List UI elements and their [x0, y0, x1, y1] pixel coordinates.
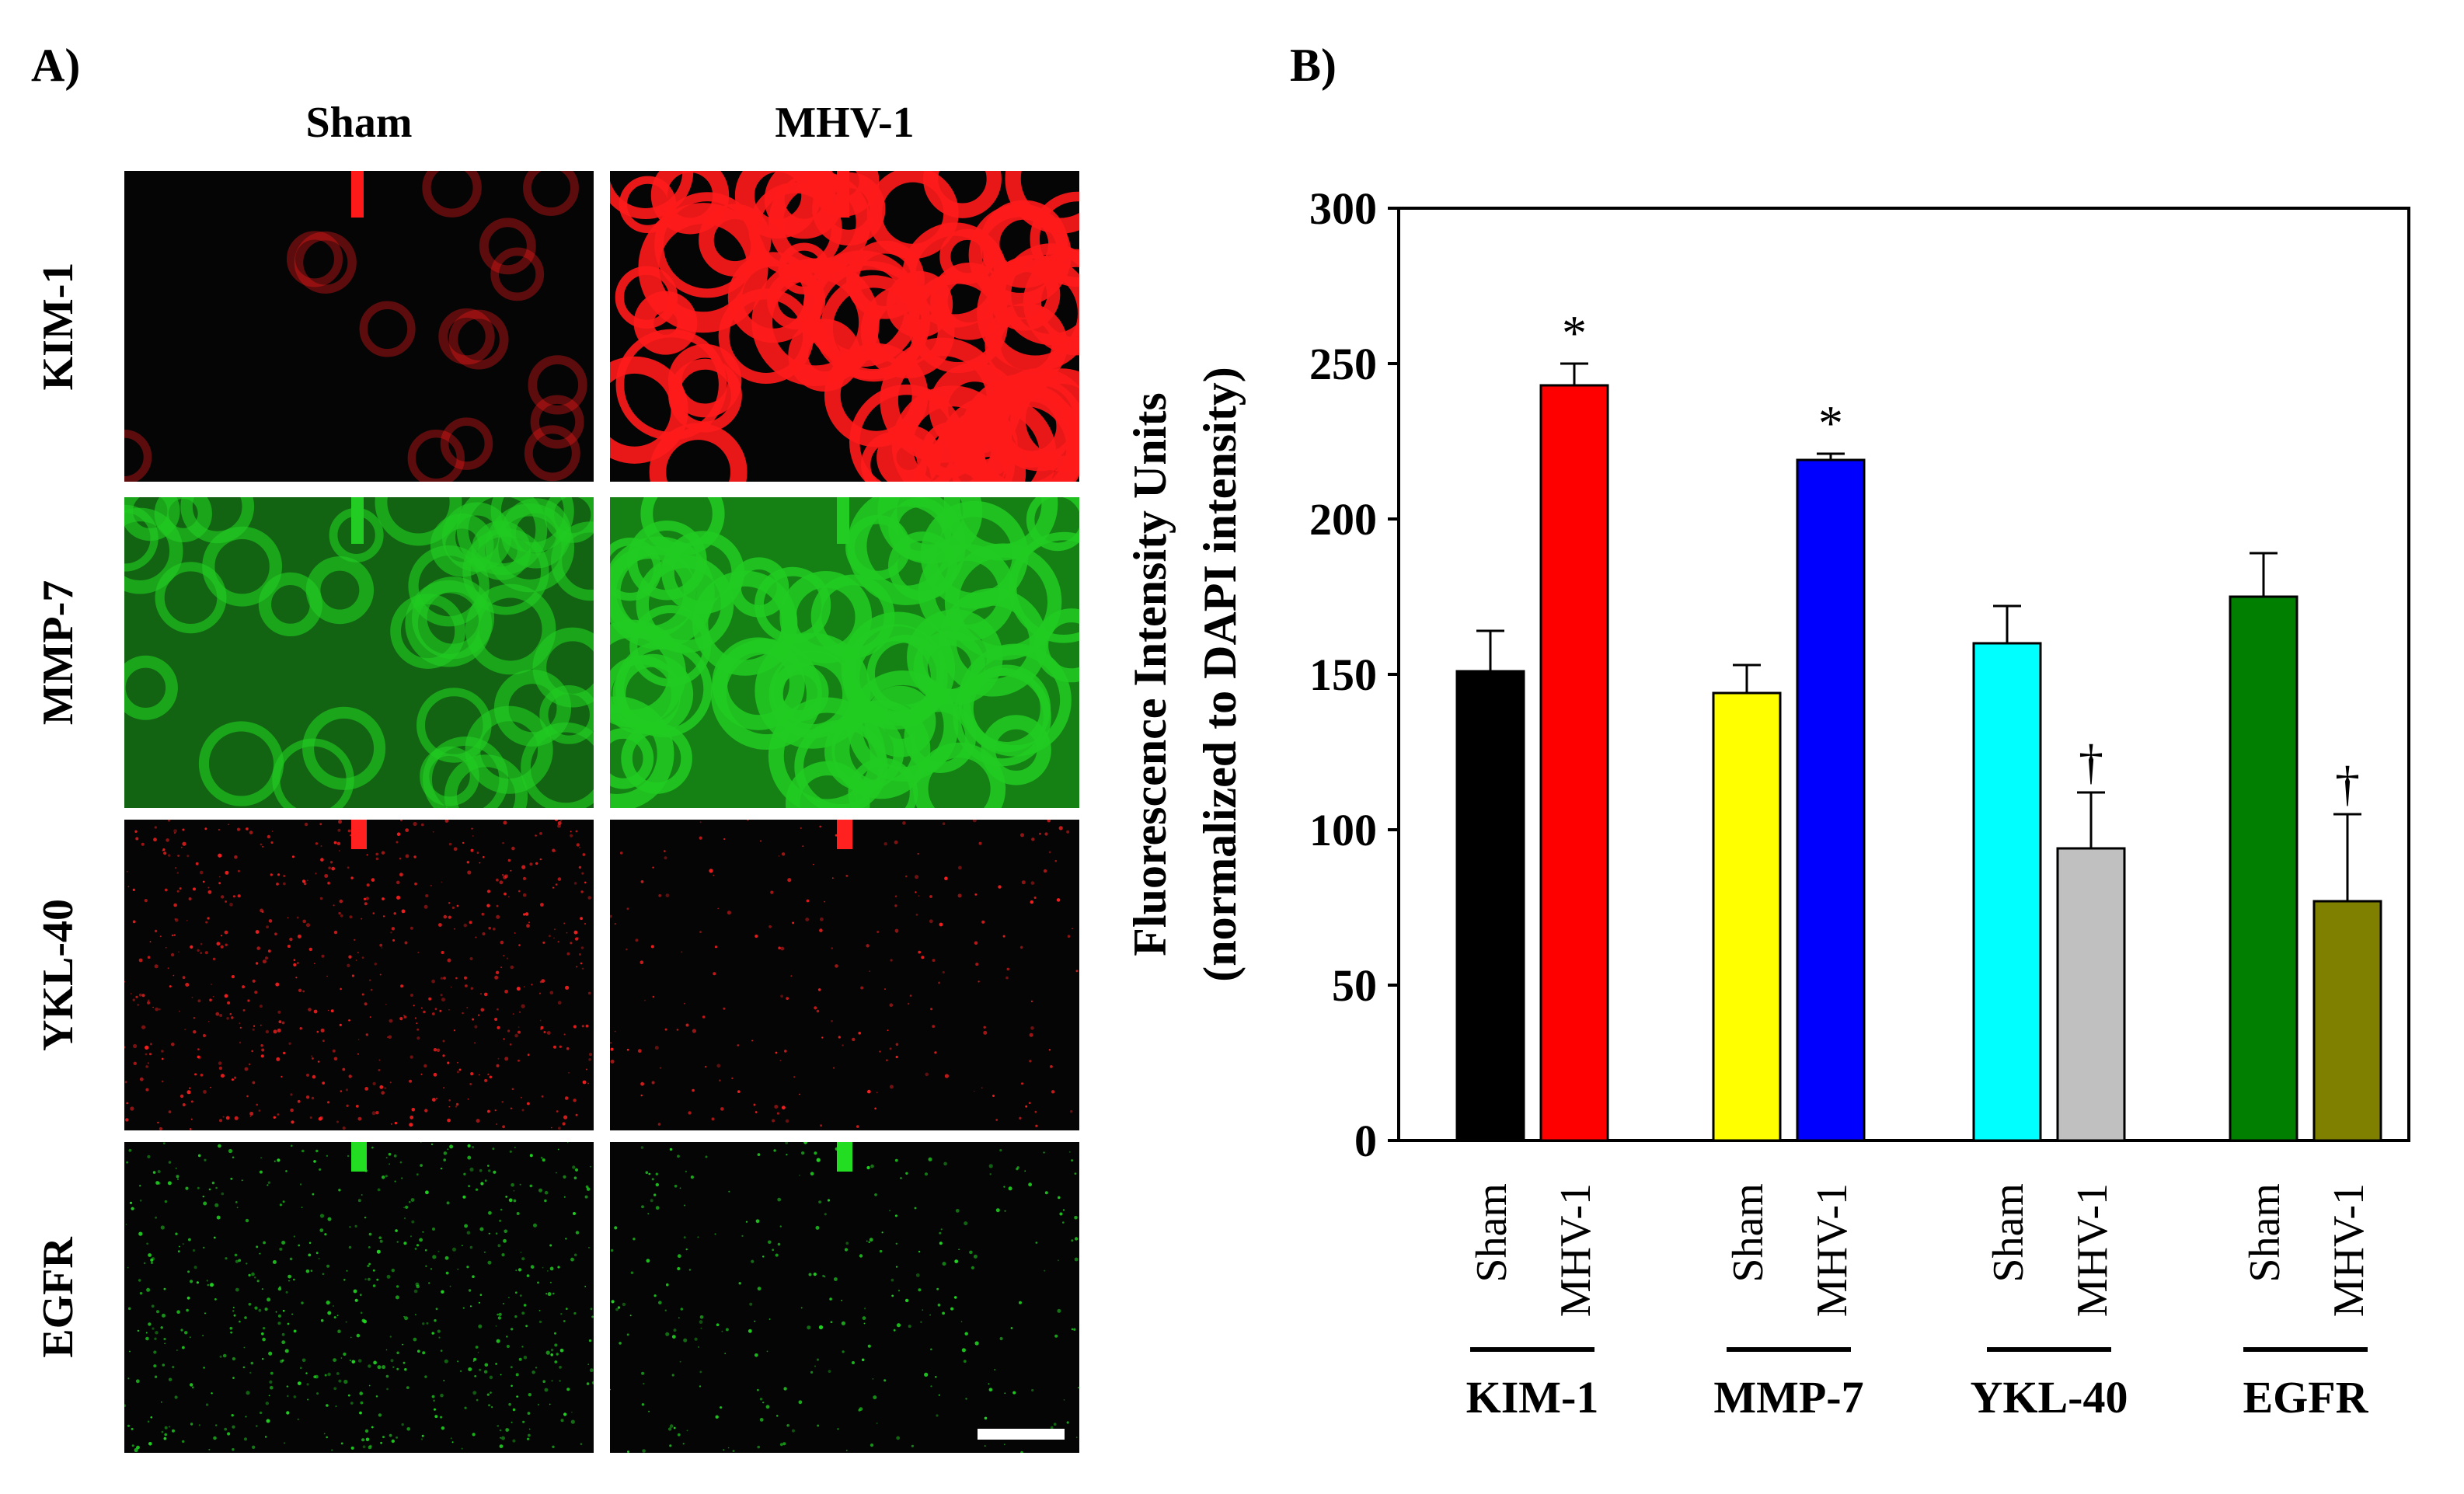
column-header-mhv1: MHV-1 — [775, 99, 915, 147]
group-label-mmp-7: MMP-7 — [1713, 1372, 1863, 1423]
bar-label-sham: Sham — [1724, 1183, 1772, 1283]
micrograph-egfr-mhv1 — [610, 1142, 1079, 1453]
bar-egfr-sham — [2229, 595, 2298, 1142]
row-label-mmp-7: MMP-7 — [34, 580, 82, 726]
y-tick-label: 150 — [1309, 649, 1377, 700]
bar-label-mhv-1: MHV-1 — [1552, 1183, 1600, 1317]
bar-kim-1-mhv-1 — [1539, 384, 1609, 1142]
scale-bar — [978, 1429, 1065, 1440]
bar-label-sham: Sham — [2241, 1183, 2289, 1283]
row-label-egfr: EGFR — [34, 1237, 82, 1358]
group-label-ykl-40: YKL-40 — [1971, 1372, 2128, 1423]
bar-label-mhv-1: MHV-1 — [2068, 1183, 2117, 1317]
bar-mmp-7-mhv-1 — [1796, 458, 1866, 1142]
column-header-sham: Sham — [305, 99, 413, 147]
panel-a-label: A) — [31, 40, 81, 91]
micrograph-mmp-7-mhv1 — [610, 497, 1079, 808]
bar-label-mhv-1: MHV-1 — [2325, 1183, 2373, 1317]
micrograph-ykl-40-mhv1 — [610, 820, 1079, 1130]
significance-mark: * — [1562, 305, 1587, 360]
bar-ykl-40-sham — [1972, 642, 2042, 1142]
bar-label-mhv-1: MHV-1 — [1808, 1183, 1856, 1317]
significance-mark: † — [2335, 756, 2360, 811]
significance-mark: * — [1818, 395, 1843, 451]
bar-label-sham: Sham — [1985, 1183, 2033, 1283]
bar-ykl-40-mhv-1 — [2056, 847, 2126, 1142]
y-tick-label: 250 — [1309, 339, 1377, 389]
row-label-kim-1: KIM-1 — [34, 262, 82, 391]
micrograph-ykl-40-sham — [124, 820, 594, 1130]
y-tick-label: 200 — [1309, 494, 1377, 545]
y-axis-label-sub: (normalized to DAPI intensity) — [1194, 367, 1246, 982]
y-axis-label: Fluorescence Intensity Units — [1124, 392, 1176, 956]
group-label-kim-1: KIM-1 — [1466, 1372, 1599, 1423]
bar-mmp-7-sham — [1712, 691, 1782, 1142]
micrograph-mmp-7-sham — [124, 497, 594, 808]
micrograph-egfr-sham — [124, 1142, 594, 1453]
bar-egfr-mhv-1 — [2312, 900, 2382, 1142]
y-tick-label: 100 — [1309, 805, 1377, 855]
row-label-ykl-40: YKL-40 — [34, 899, 82, 1051]
y-tick-label: 300 — [1309, 183, 1377, 234]
group-label-egfr: EGFR — [2243, 1372, 2368, 1423]
y-tick-label: 50 — [1332, 960, 1377, 1011]
bar-label-sham: Sham — [1468, 1183, 1516, 1283]
y-tick-label: 0 — [1354, 1116, 1377, 1166]
significance-mark: † — [2079, 734, 2103, 789]
panel-b-label: B) — [1290, 40, 1337, 91]
micrograph-kim-1-sham — [124, 171, 594, 482]
bar-kim-1-sham — [1455, 670, 1525, 1142]
micrograph-kim-1-mhv1 — [610, 171, 1079, 482]
